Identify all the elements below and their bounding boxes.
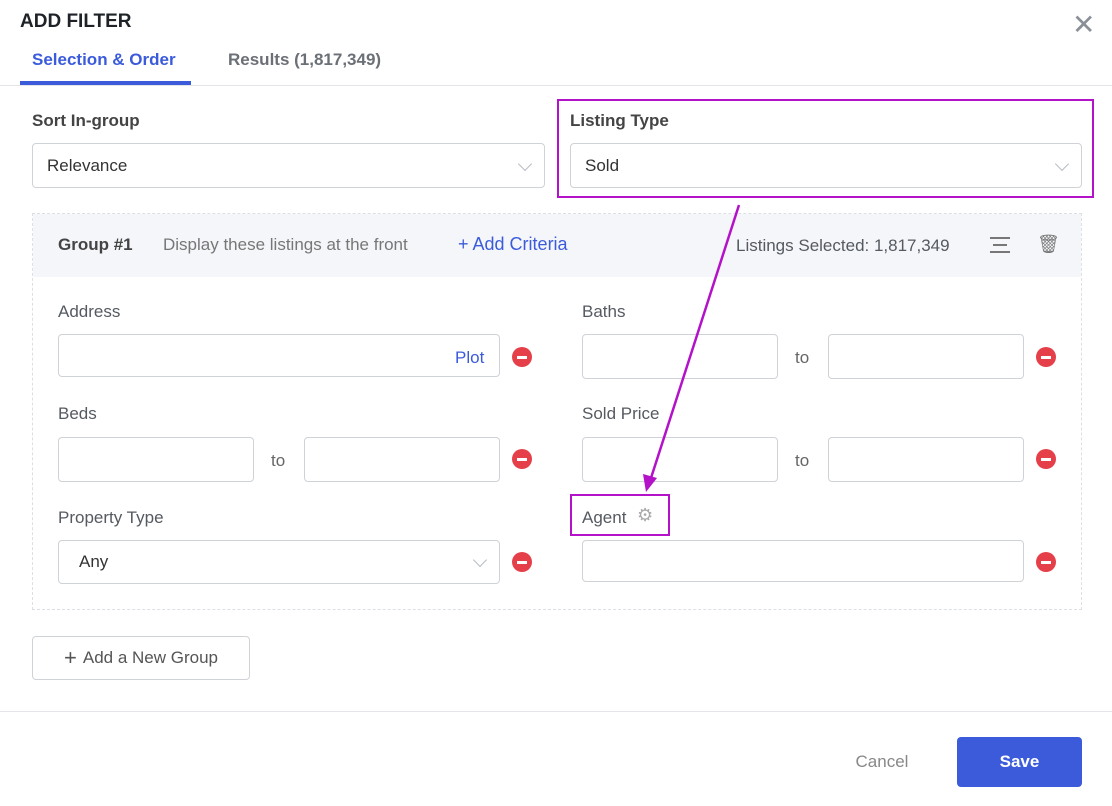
divider xyxy=(0,711,1112,712)
address-input[interactable] xyxy=(58,334,500,377)
sort-label: Sort In-group xyxy=(32,111,140,130)
property-type-select[interactable]: Any xyxy=(58,540,500,584)
close-icon[interactable]: ✕ xyxy=(1072,9,1096,40)
sort-select[interactable]: Relevance xyxy=(32,143,545,188)
baths-label: Baths xyxy=(582,302,626,321)
remove-baths-icon[interactable] xyxy=(1036,347,1056,367)
divider xyxy=(0,85,1112,86)
annotation-highlight xyxy=(557,99,1094,198)
listing-type-select[interactable]: Sold xyxy=(570,143,1082,188)
beds-to-input[interactable] xyxy=(304,437,500,482)
add-group-label: Add a New Group xyxy=(82,648,218,667)
sort-value: Relevance xyxy=(47,155,128,175)
sold-price-label: Sold Price xyxy=(582,404,660,423)
add-criteria-button[interactable]: + Add Criteria xyxy=(458,234,568,255)
to-label: to xyxy=(795,348,810,367)
sold-price-to-input[interactable] xyxy=(828,437,1024,482)
tab-selection-order[interactable]: Selection & Order xyxy=(32,50,176,69)
group-description: Display these listings at the front xyxy=(163,235,408,254)
add-group-button[interactable]: + Add a New Group xyxy=(32,636,250,680)
listing-type-value: Sold xyxy=(585,155,620,175)
dialog-title: ADD FILTER xyxy=(20,11,132,32)
trash-icon[interactable]: 🗑 xyxy=(1037,234,1060,254)
plus-icon: + xyxy=(458,234,469,254)
beds-label: Beds xyxy=(58,404,97,423)
plus-icon: + xyxy=(64,645,77,670)
remove-beds-icon[interactable] xyxy=(512,449,532,469)
agent-input[interactable] xyxy=(582,540,1024,582)
remove-agent-icon[interactable] xyxy=(1036,552,1056,572)
tab-results[interactable]: Results (1,817,349) xyxy=(228,50,382,69)
listings-selected: Listings Selected: 1,817,349 xyxy=(736,236,950,255)
address-label: Address xyxy=(58,302,121,321)
sort-lines-icon[interactable] xyxy=(990,237,1010,253)
group-header xyxy=(33,214,1081,277)
to-label: to xyxy=(795,451,810,470)
property-type-value: Any xyxy=(79,552,109,571)
add-criteria-label: Add Criteria xyxy=(472,234,568,254)
remove-address-icon[interactable] xyxy=(512,347,532,367)
property-type-label: Property Type xyxy=(58,508,164,527)
remove-sold-price-icon[interactable] xyxy=(1036,449,1056,469)
plot-link[interactable]: Plot xyxy=(455,348,485,367)
remove-property-type-icon[interactable] xyxy=(512,552,532,572)
baths-from-input[interactable] xyxy=(582,334,778,379)
to-label: to xyxy=(271,451,286,470)
active-tab-indicator xyxy=(20,81,191,85)
group-title: Group #1 xyxy=(58,235,133,254)
cancel-button[interactable]: Cancel xyxy=(855,752,909,771)
group-panel xyxy=(32,213,1082,610)
agent-label: Agent xyxy=(582,508,627,527)
sold-price-from-input[interactable] xyxy=(582,437,778,482)
gear-icon[interactable]: ⚙ xyxy=(637,505,654,525)
baths-to-input[interactable] xyxy=(828,334,1024,379)
listing-type-label: Listing Type xyxy=(570,111,669,130)
beds-from-input[interactable] xyxy=(58,437,254,482)
save-button[interactable]: Save xyxy=(957,737,1082,787)
annotation-highlight xyxy=(570,494,670,536)
